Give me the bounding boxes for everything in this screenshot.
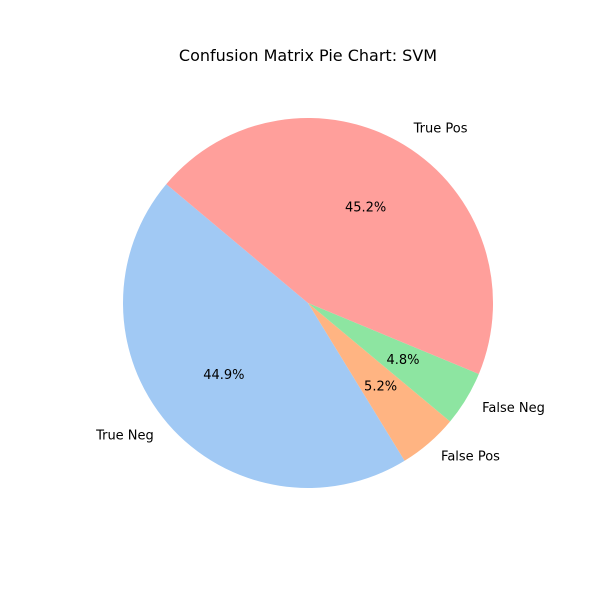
pie-pct-label: 5.2% xyxy=(364,379,397,394)
pie-slices xyxy=(123,117,494,488)
pie-pct-label: 45.2% xyxy=(345,201,386,216)
pie-labels: 44.9% True Neg 5.2% False Pos 4.8% False Neg 4… xyxy=(95,122,545,465)
chart-title: Confusion Matrix Pie Chart: SVM xyxy=(178,46,438,65)
pie-slice-true-pos xyxy=(166,117,494,374)
pie-slice-true-neg xyxy=(123,184,405,488)
pie-pct-label: 4.8% xyxy=(386,353,419,368)
pie-slice-false-neg xyxy=(308,303,479,422)
pie-category-label: False Neg xyxy=(482,401,545,416)
pie-category-label: True Pos xyxy=(413,122,468,137)
pie-category-label: True Neg xyxy=(95,428,154,443)
pie-slice-false-pos xyxy=(308,303,451,461)
pie-category-label: False Pos xyxy=(441,449,500,464)
pie-pct-label: 44.9% xyxy=(203,368,244,383)
